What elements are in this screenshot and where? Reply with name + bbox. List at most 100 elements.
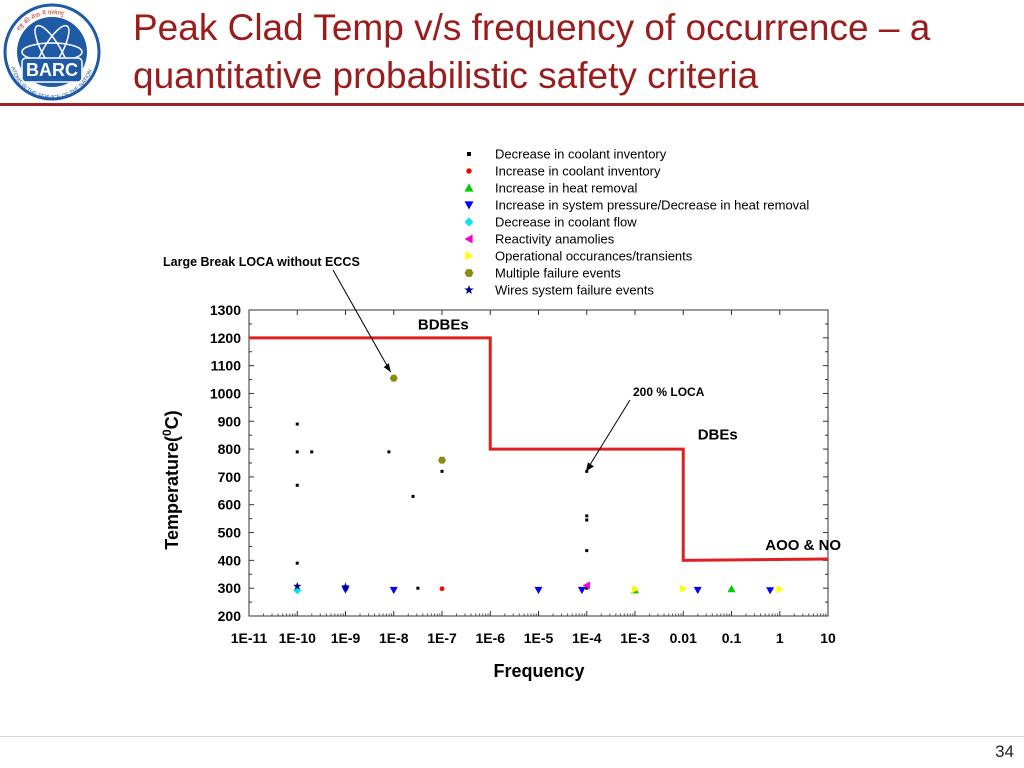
legend-marker — [464, 234, 473, 244]
data-point — [585, 514, 589, 518]
data-point — [389, 374, 398, 382]
legend-label: Increase in coolant inventory — [495, 164, 661, 179]
x-axis-label: Frequency — [493, 661, 584, 681]
region-label: DBEs — [698, 426, 738, 443]
data-point — [727, 585, 736, 593]
annotation-arrow — [585, 399, 631, 472]
y-tick-label: 1100 — [211, 358, 242, 374]
data-point — [585, 586, 589, 590]
data-point — [341, 582, 350, 591]
x-tick-label: 1E-7 — [427, 630, 457, 646]
region-labels: BDBEs DBEs AOO & NO — [418, 316, 842, 553]
slide-title: Peak Clad Temp v/s frequency of occurren… — [133, 7, 931, 96]
data-point — [585, 518, 589, 522]
plot-area — [248, 309, 829, 617]
annotation-arrowhead — [383, 363, 391, 373]
data-point — [438, 456, 446, 464]
data-point — [534, 586, 543, 595]
data-point — [631, 585, 639, 594]
annotation-label: Large Break LOCA without ECCS — [163, 255, 360, 269]
x-tick-label: 1E-6 — [475, 630, 505, 646]
legend-label: Reactivity anamolies — [495, 232, 615, 247]
data-point — [582, 581, 590, 590]
x-tick-label: 1E-4 — [572, 630, 602, 646]
legend-marker — [464, 201, 474, 210]
safety-limit-step-line — [249, 336, 829, 562]
logo-text: BARC — [26, 60, 78, 80]
x-tick-label: 1E-10 — [279, 630, 317, 646]
header-rule — [0, 103, 1024, 106]
x-tick-label: 1 — [776, 630, 784, 646]
legend-marker — [464, 285, 474, 295]
y-tick-label: 400 — [218, 552, 242, 568]
data-point — [585, 549, 589, 553]
data-point — [766, 587, 775, 595]
safety-limit-line — [249, 336, 829, 562]
slide-header: BARC ATOMS IN THE SERVICE OF THE NATION … — [0, 0, 1024, 103]
data-point — [440, 469, 444, 473]
data-points — [293, 374, 784, 595]
y-tick-label: 600 — [218, 497, 242, 513]
y-tick-label: 1300 — [210, 302, 241, 318]
legend-marker — [466, 168, 472, 174]
y-axis-ticks: 200 300 400 500 600 700 800 900 1000 1100 1200 1300 — [210, 302, 828, 624]
x-tick-label: 10 — [820, 630, 836, 646]
data-point — [295, 422, 299, 426]
x-tick-label: 1E-9 — [331, 630, 361, 646]
data-point — [439, 586, 445, 592]
region-label: BDBEs — [418, 316, 469, 333]
legend-label: Increase in heat removal — [495, 181, 637, 196]
x-tick-label: 0.1 — [722, 630, 742, 646]
data-point — [387, 450, 391, 454]
legend-marker — [464, 183, 474, 192]
y-tick-label: 1000 — [210, 385, 241, 401]
x-tick-label: 1E-3 — [620, 630, 650, 646]
annotation-arrowhead — [585, 462, 594, 472]
data-point — [293, 581, 302, 590]
legend-label: Operational occurances/transients — [495, 249, 693, 264]
data-point — [341, 586, 350, 594]
data-point — [295, 561, 299, 565]
data-point — [776, 585, 784, 594]
x-tick-label: 1E-5 — [524, 630, 554, 646]
y-tick-label: 900 — [218, 413, 242, 429]
annotation-arrow — [332, 269, 392, 373]
y-tick-label: 800 — [218, 441, 242, 457]
y-tick-label: 500 — [218, 525, 242, 541]
data-point — [693, 586, 702, 595]
legend-label: Multiple failure events — [495, 266, 621, 281]
data-point — [310, 450, 314, 454]
data-point — [416, 586, 420, 590]
x-tick-label: 1E-11 — [231, 630, 268, 646]
y-axis-label: Temperature(0C) — [160, 410, 182, 549]
x-tick-label: 0.01 — [670, 630, 697, 646]
data-point — [411, 494, 415, 498]
legend-marker — [467, 152, 471, 156]
data-point — [577, 586, 586, 595]
x-axis-ticks: 1E-11 1E-10 1E-9 1E-8 1E-7 1E-6 1E-5 1E-4 1E-3 0.… — [231, 310, 836, 646]
y-tick-label: 300 — [218, 580, 242, 596]
data-point — [389, 586, 398, 595]
barc-logo: BARC ATOMS IN THE SERVICE OF THE NATION … — [3, 3, 101, 101]
chart-legend: Decrease in coolant inventory Increase in… — [464, 147, 809, 298]
legend-label: Increase in system pressure/Decrease in … — [495, 198, 809, 213]
annotations: Large Break LOCA without ECCS 200 % LOCA — [163, 255, 705, 472]
x-tick-label: 1E-8 — [379, 630, 409, 646]
footer-rule — [0, 736, 1024, 737]
data-point — [680, 584, 688, 593]
y-tick-label: 700 — [218, 469, 242, 485]
scatter-chart: Decrease in coolant inventory Increase in… — [160, 147, 842, 682]
data-point — [295, 483, 299, 487]
data-point — [585, 469, 589, 473]
y-tick-label: 200 — [218, 608, 242, 624]
region-label: AOO & NO — [765, 537, 841, 554]
legend-label: Wires system failure events — [495, 283, 654, 298]
annotation-label: 200 % LOCA — [633, 385, 705, 399]
legend-label: Decrease in coolant flow — [495, 215, 637, 230]
legend-marker — [464, 269, 474, 277]
legend-marker — [464, 217, 474, 227]
legend-marker — [465, 251, 474, 261]
slide-number: 34 — [995, 742, 1014, 761]
data-point — [295, 450, 299, 454]
legend-label: Decrease in coolant inventory — [495, 147, 667, 162]
